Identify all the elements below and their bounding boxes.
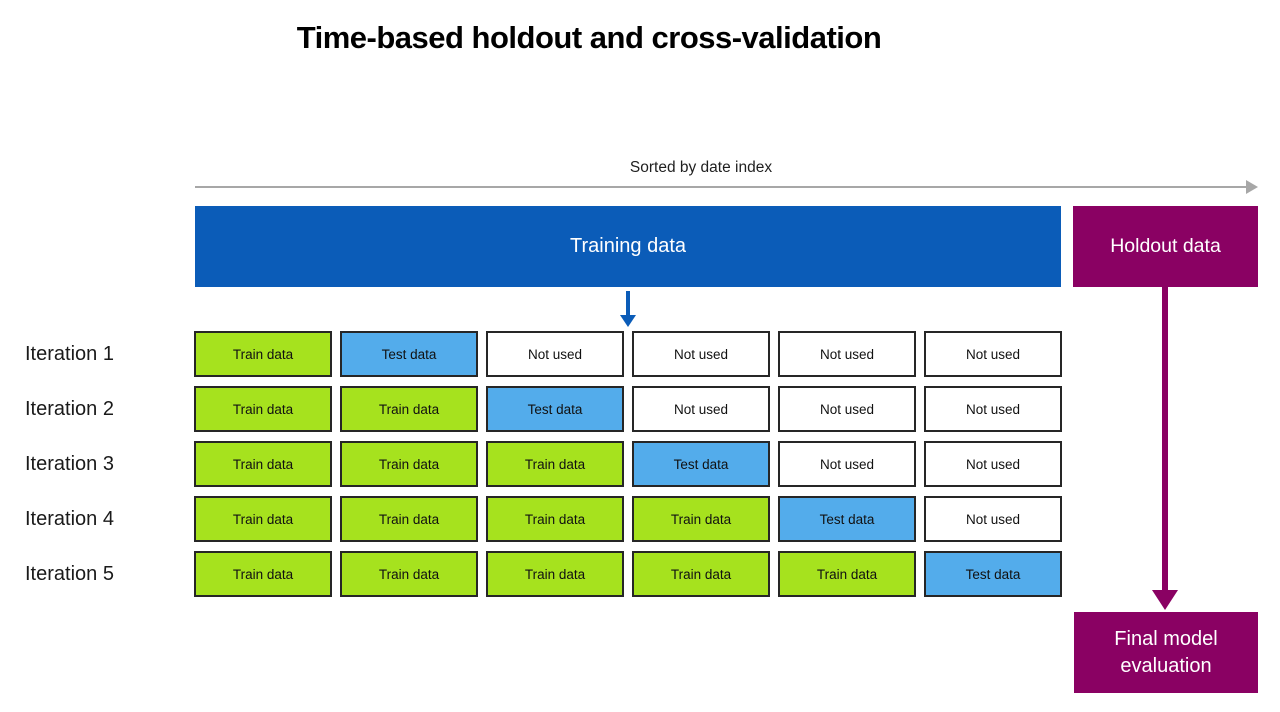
iteration-label: Iteration 2: [25, 397, 114, 420]
iteration-row: Train data Train data Train data Train data…: [194, 551, 1062, 597]
training-data-bar: Training data: [195, 206, 1061, 287]
iteration-label: Iteration 5: [25, 562, 114, 585]
unused-cell: Not used: [924, 386, 1062, 432]
train-cell: Train data: [194, 496, 332, 542]
train-cell: Train data: [632, 551, 770, 597]
train-cell: Train data: [194, 386, 332, 432]
cross-validation-grid: Train data Test data Not used Not used Not u…: [194, 331, 1062, 597]
unused-cell: Not used: [486, 331, 624, 377]
iteration-label: Iteration 1: [25, 342, 114, 365]
unused-cell: Not used: [778, 441, 916, 487]
train-cell: Train data: [340, 551, 478, 597]
train-cell: Train data: [778, 551, 916, 597]
timeline-arrow-head-icon: [1246, 180, 1258, 194]
holdout-data-label: Holdout data: [1110, 235, 1221, 257]
train-cell: Train data: [340, 496, 478, 542]
train-cell: Train data: [632, 496, 770, 542]
train-cell: Train data: [194, 331, 332, 377]
test-cell: Test data: [486, 386, 624, 432]
train-cell: Train data: [340, 441, 478, 487]
holdout-down-arrow-head-icon: [1152, 590, 1178, 610]
timeline-label: Sorted by date index: [629, 159, 773, 176]
test-cell: Test data: [340, 331, 478, 377]
unused-cell: Not used: [924, 331, 1062, 377]
train-cell: Train data: [340, 386, 478, 432]
train-cell: Train data: [194, 551, 332, 597]
training-down-arrow-head-icon: [620, 315, 636, 327]
unused-cell: Not used: [924, 441, 1062, 487]
timeline-arrow-line: [195, 186, 1247, 188]
test-cell: Test data: [778, 496, 916, 542]
iteration-row: Train data Train data Train data Train data…: [194, 496, 1062, 542]
iteration-label: Iteration 3: [25, 452, 114, 475]
train-cell: Train data: [486, 551, 624, 597]
train-cell: Train data: [194, 441, 332, 487]
holdout-data-bar: Holdout data: [1073, 206, 1258, 287]
final-model-evaluation-box: Final model evaluation: [1074, 612, 1258, 693]
training-data-label: Training data: [570, 235, 686, 257]
iteration-row: Train data Train data Train data Test data N…: [194, 441, 1062, 487]
unused-cell: Not used: [778, 386, 916, 432]
test-cell: Test data: [924, 551, 1062, 597]
iteration-label: Iteration 4: [25, 507, 114, 530]
unused-cell: Not used: [632, 386, 770, 432]
test-cell: Test data: [632, 441, 770, 487]
training-down-arrow-line: [626, 291, 630, 315]
holdout-down-arrow-line: [1162, 287, 1168, 590]
iteration-row: Train data Test data Not used Not used Not u…: [194, 331, 1062, 377]
page-title: Time-based holdout and cross-validation: [296, 20, 882, 55]
train-cell: Train data: [486, 441, 624, 487]
train-cell: Train data: [486, 496, 624, 542]
iteration-row: Train data Train data Test data Not used Not…: [194, 386, 1062, 432]
iteration-labels-column: Iteration 1 Iteration 2 Iteration 3 Iterati…: [25, 331, 114, 597]
unused-cell: Not used: [632, 331, 770, 377]
final-model-evaluation-label: Final model evaluation: [1114, 627, 1218, 677]
unused-cell: Not used: [924, 496, 1062, 542]
unused-cell: Not used: [778, 331, 916, 377]
